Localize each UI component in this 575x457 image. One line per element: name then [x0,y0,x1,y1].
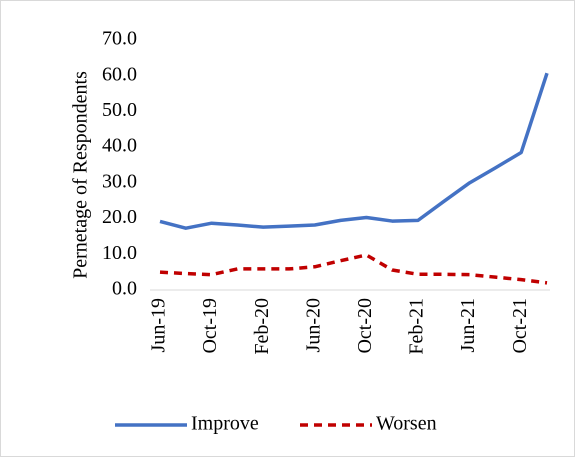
line-series [159,72,549,230]
y-tick-label: 50.0 [102,99,137,121]
x-tick-label: Jun-19 [148,298,170,352]
x-tick-label: Oct-19 [199,298,221,354]
y-tick-label: 10.0 [102,242,137,264]
y-tick-label: 70.0 [102,28,137,50]
x-tick-label: Jun-21 [457,298,479,352]
x-tick-label: Jun-20 [302,298,324,352]
y-tick-label: 20.0 [102,206,137,228]
legend-label: Worsen [376,413,437,435]
y-axis-label: Pernetage of Respondents [70,71,92,279]
x-tick-label: Oct-20 [354,298,376,354]
x-tick-label: Feb-21 [406,298,428,355]
y-tick-label: 40.0 [102,135,137,157]
y-tick-label: 0.0 [112,278,137,300]
y-tick-label: 60.0 [102,63,137,85]
x-tick-label: Oct-21 [509,298,531,354]
y-tick-label: 30.0 [102,170,137,192]
legend-label: Improve [191,413,259,435]
line-series [159,253,548,285]
x-tick-label: Feb-20 [251,298,273,355]
